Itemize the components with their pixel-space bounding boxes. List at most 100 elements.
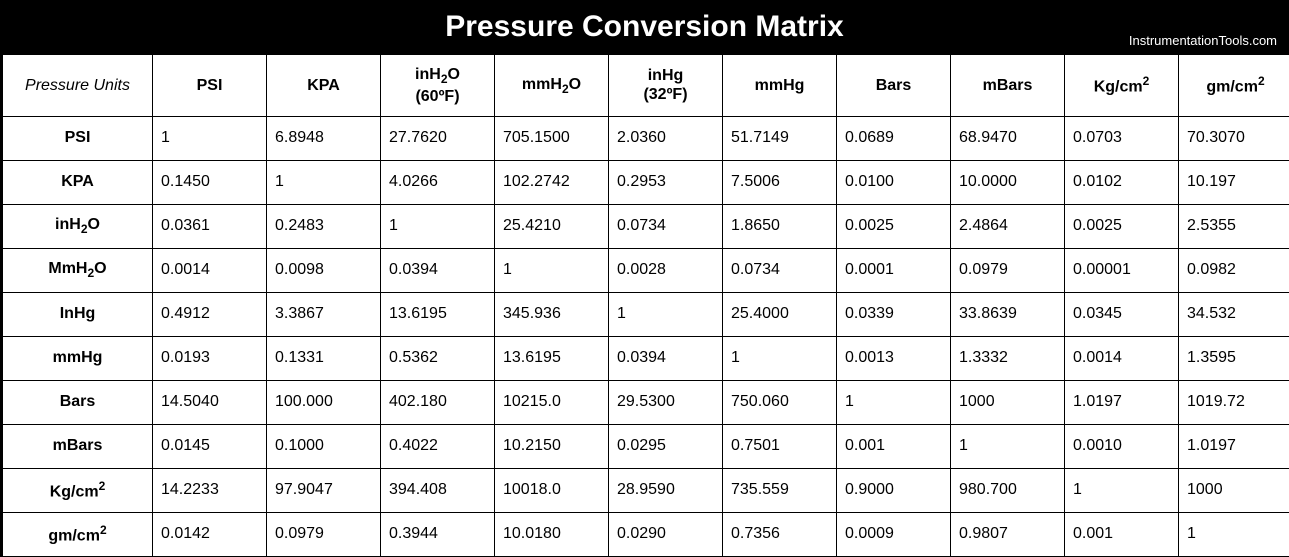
cell: 2.0360	[609, 116, 723, 160]
conversion-table: Pressure Units PSIKPAinH2O(60ºF)mmH2OinH…	[2, 54, 1289, 557]
cell: 0.0979	[267, 512, 381, 556]
cell: 0.00001	[1065, 248, 1179, 292]
cell: 0.0339	[837, 292, 951, 336]
cell: 0.0001	[837, 248, 951, 292]
cell: 0.0013	[837, 336, 951, 380]
cell: 10.0000	[951, 160, 1065, 204]
cell: 1000	[1179, 468, 1289, 512]
cell: 0.0014	[1065, 336, 1179, 380]
cell: 345.936	[495, 292, 609, 336]
cell: 1	[267, 160, 381, 204]
cell: 0.0028	[609, 248, 723, 292]
cell: 750.060	[723, 380, 837, 424]
table-row: gm/cm20.01420.09790.394410.01800.02900.7…	[3, 512, 1289, 556]
cell: 27.7620	[381, 116, 495, 160]
cell: 70.3070	[1179, 116, 1289, 160]
cell: 0.0009	[837, 512, 951, 556]
cell: 2.4864	[951, 204, 1065, 248]
cell: 13.6195	[381, 292, 495, 336]
cell: 0.0142	[153, 512, 267, 556]
cell: 25.4000	[723, 292, 837, 336]
cell: 1.3595	[1179, 336, 1289, 380]
corner-header: Pressure Units	[3, 55, 153, 117]
cell: 102.2742	[495, 160, 609, 204]
col-header-mmhg: mmHg	[723, 55, 837, 117]
col-header-inhg: inHg(32ºF)	[609, 55, 723, 117]
cell: 402.180	[381, 380, 495, 424]
cell: 10.0180	[495, 512, 609, 556]
cell: 10.197	[1179, 160, 1289, 204]
cell: 0.9807	[951, 512, 1065, 556]
col-header-mmh2o: mmH2O	[495, 55, 609, 117]
cell: 10018.0	[495, 468, 609, 512]
cell: 1.8650	[723, 204, 837, 248]
cell: 0.1331	[267, 336, 381, 380]
row-header: mmHg	[3, 336, 153, 380]
cell: 6.8948	[267, 116, 381, 160]
row-header: inH2O	[3, 204, 153, 248]
table-row: KPA0.145014.0266102.27420.29537.50060.01…	[3, 160, 1289, 204]
cell: 2.5355	[1179, 204, 1289, 248]
cell: 1000	[951, 380, 1065, 424]
cell: 28.9590	[609, 468, 723, 512]
cell: 0.0102	[1065, 160, 1179, 204]
cell: 10215.0	[495, 380, 609, 424]
cell: 735.559	[723, 468, 837, 512]
table-row: Bars14.5040100.000402.18010215.029.53007…	[3, 380, 1289, 424]
cell: 1	[723, 336, 837, 380]
cell: 1	[381, 204, 495, 248]
table-body: PSI16.894827.7620705.15002.036051.71490.…	[3, 116, 1289, 556]
cell: 33.8639	[951, 292, 1065, 336]
cell: 1.0197	[1179, 424, 1289, 468]
cell: 1.3332	[951, 336, 1065, 380]
cell: 0.2953	[609, 160, 723, 204]
cell: 3.3867	[267, 292, 381, 336]
table-row: InHg0.49123.386713.6195345.936125.40000.…	[3, 292, 1289, 336]
cell: 0.7356	[723, 512, 837, 556]
cell: 0.0394	[609, 336, 723, 380]
cell: 97.9047	[267, 468, 381, 512]
cell: 0.0394	[381, 248, 495, 292]
cell: 1	[837, 380, 951, 424]
cell: 1019.72	[1179, 380, 1289, 424]
table-row: mmHg0.01930.13310.536213.61950.039410.00…	[3, 336, 1289, 380]
cell: 0.0345	[1065, 292, 1179, 336]
cell: 34.532	[1179, 292, 1289, 336]
cell: 0.0290	[609, 512, 723, 556]
cell: 51.7149	[723, 116, 837, 160]
cell: 100.000	[267, 380, 381, 424]
cell: 0.001	[1065, 512, 1179, 556]
cell: 0.0098	[267, 248, 381, 292]
cell: 1	[153, 116, 267, 160]
table-row: mBars0.01450.10000.402210.21500.02950.75…	[3, 424, 1289, 468]
cell: 1	[1179, 512, 1289, 556]
table-row: inH2O0.03610.2483125.42100.07341.86500.0…	[3, 204, 1289, 248]
page-title: Pressure Conversion Matrix	[445, 10, 843, 43]
conversion-matrix-container: Pressure Conversion Matrix Instrumentati…	[0, 0, 1289, 557]
cell: 0.3944	[381, 512, 495, 556]
row-header: MmH2O	[3, 248, 153, 292]
cell: 980.700	[951, 468, 1065, 512]
cell: 7.5006	[723, 160, 837, 204]
cell: 1	[951, 424, 1065, 468]
row-header: PSI	[3, 116, 153, 160]
cell: 13.6195	[495, 336, 609, 380]
cell: 0.2483	[267, 204, 381, 248]
col-header-bars: Bars	[837, 55, 951, 117]
table-head: Pressure Units PSIKPAinH2O(60ºF)mmH2OinH…	[3, 55, 1289, 117]
cell: 0.0703	[1065, 116, 1179, 160]
title-bar: Pressure Conversion Matrix Instrumentati…	[2, 2, 1287, 54]
row-header: InHg	[3, 292, 153, 336]
cell: 0.1450	[153, 160, 267, 204]
header-row: Pressure Units PSIKPAinH2O(60ºF)mmH2OinH…	[3, 55, 1289, 117]
cell: 1	[609, 292, 723, 336]
col-header-inh2o: inH2O(60ºF)	[381, 55, 495, 117]
cell: 0.0361	[153, 204, 267, 248]
table-row: Kg/cm214.223397.9047394.40810018.028.959…	[3, 468, 1289, 512]
cell: 29.5300	[609, 380, 723, 424]
cell: 0.0025	[837, 204, 951, 248]
cell: 0.5362	[381, 336, 495, 380]
cell: 0.0100	[837, 160, 951, 204]
cell: 14.5040	[153, 380, 267, 424]
col-header-gmcm2: gm/cm2	[1179, 55, 1289, 117]
